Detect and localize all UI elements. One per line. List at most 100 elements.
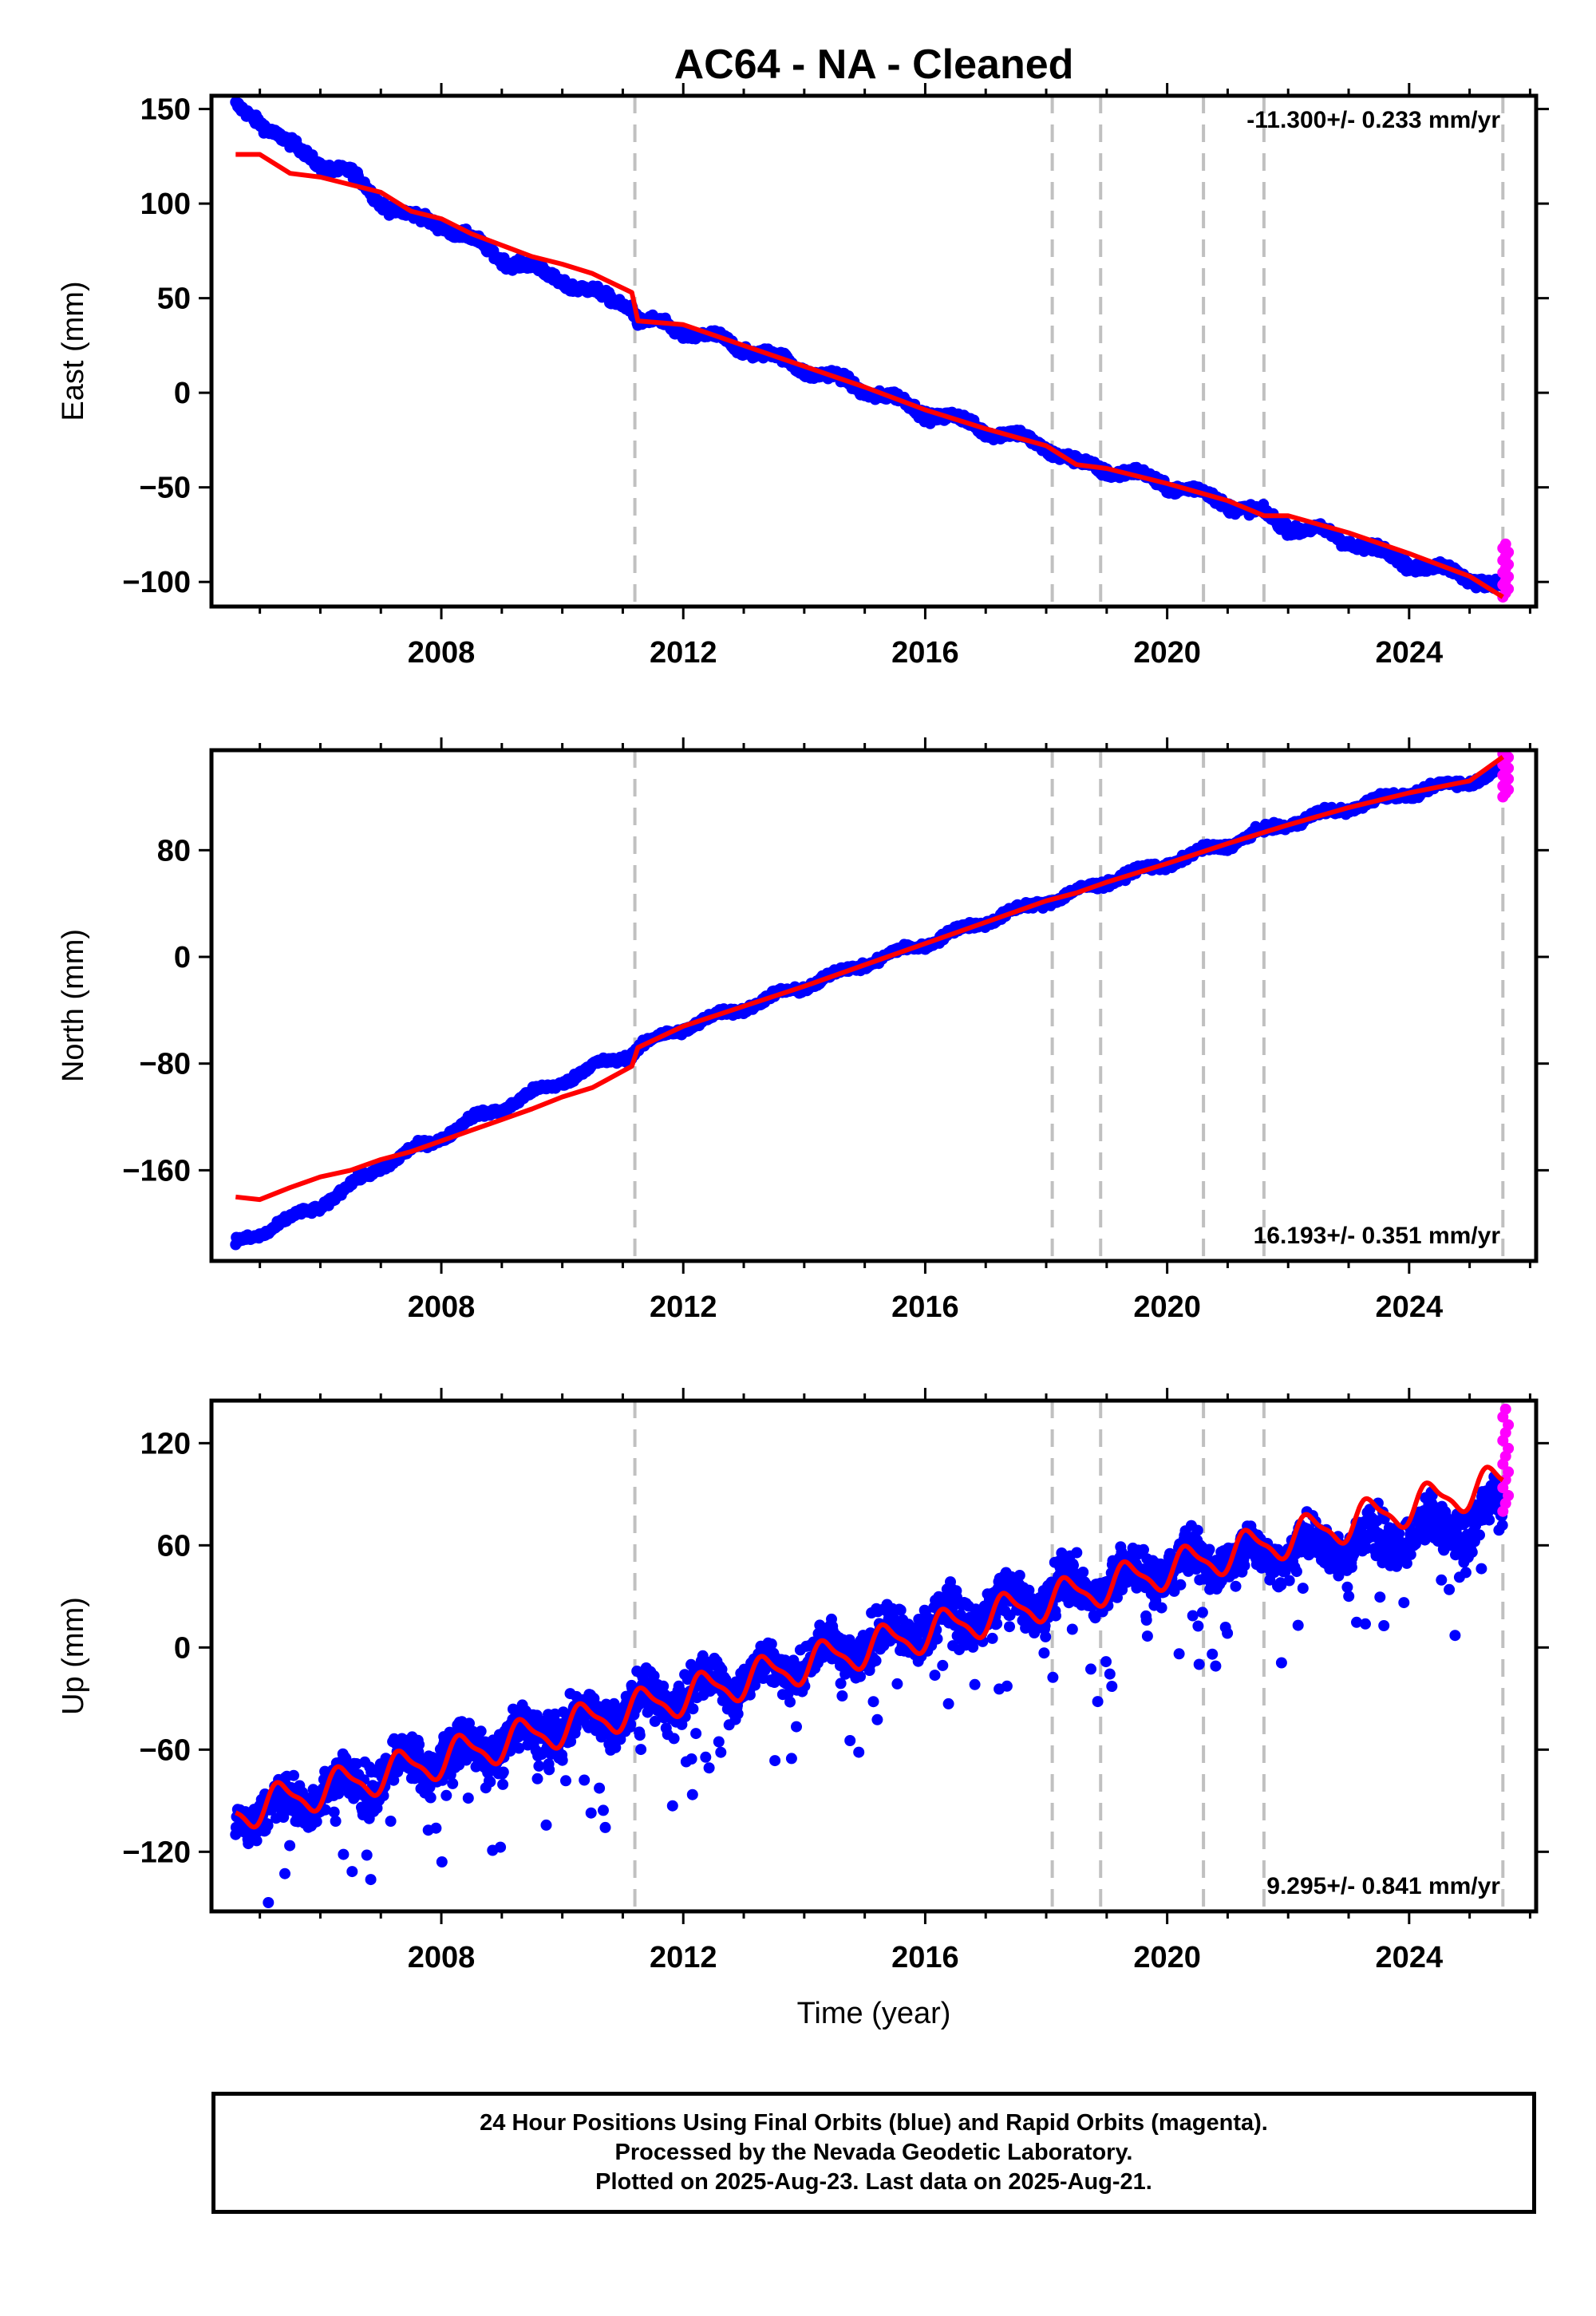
east-ytick-label: 100	[140, 188, 191, 221]
up-final-point	[635, 1744, 647, 1756]
up-final-point	[288, 1769, 299, 1781]
up-final-point	[346, 1866, 358, 1878]
up-final-point	[310, 1816, 322, 1828]
up-final-point	[425, 1792, 437, 1804]
up-final-point	[340, 1753, 352, 1765]
up-final-point	[585, 1807, 597, 1819]
up-final-point	[784, 1696, 796, 1708]
up-final-point	[430, 1822, 442, 1834]
up-final-point	[599, 1821, 611, 1833]
north-model-curve	[235, 754, 1505, 1203]
up-final-point	[513, 1742, 525, 1754]
north-ytick-label: 0	[174, 941, 191, 974]
up-final-point	[462, 1792, 474, 1804]
up-final-point	[439, 1740, 451, 1752]
up-final-point	[634, 1729, 646, 1741]
up-final-point	[495, 1841, 507, 1853]
up-final-point	[598, 1804, 609, 1816]
east-model-curve	[235, 152, 1504, 599]
up-final-point	[687, 1703, 699, 1715]
up-final-point	[333, 1788, 345, 1800]
up-final-point	[385, 1816, 397, 1827]
up-final-point	[713, 1736, 725, 1748]
north-ytick-label: −160	[122, 1154, 191, 1188]
up-final-point	[447, 1777, 459, 1789]
north-rate-label: 16.193+/- 0.351 mm/yr	[1254, 1223, 1501, 1249]
up-final-point	[625, 1718, 637, 1730]
north-final-points	[230, 758, 1509, 1251]
up-final-point	[543, 1764, 555, 1776]
east-xtick-label: 2016	[891, 636, 959, 670]
up-final-point	[531, 1773, 543, 1784]
north-rapid-points	[1497, 750, 1515, 803]
up-final-point	[284, 1840, 296, 1852]
east-frame	[209, 93, 1539, 609]
up-final-point	[350, 1758, 362, 1769]
up-final-point	[263, 1897, 275, 1908]
up-final-point	[594, 1782, 606, 1794]
up-final-point	[338, 1848, 350, 1860]
east-xtick-label: 2012	[650, 636, 717, 670]
up-final-point	[610, 1741, 622, 1753]
east-ytick-label: 150	[140, 93, 191, 127]
up-final-point	[251, 1835, 263, 1847]
up-final-point	[560, 1775, 571, 1787]
east-xtick-label: 2024	[1376, 636, 1444, 670]
east-xtick-label: 2020	[1133, 636, 1201, 670]
east-rapid-points	[1497, 538, 1515, 603]
east-ytick-label: 50	[157, 283, 191, 316]
up-final-point	[765, 1638, 777, 1650]
up-final-point	[556, 1754, 568, 1766]
up-final-point	[278, 1812, 290, 1823]
up-final-point	[241, 1922, 252, 1933]
east-xtick-label: 2008	[408, 636, 476, 670]
up-plot-area	[230, 1401, 1515, 1933]
up-final-point	[319, 1804, 331, 1816]
up-final-point	[279, 1867, 290, 1879]
up-final-point	[579, 1774, 591, 1786]
up-final-point	[690, 1728, 702, 1740]
up-final-point	[666, 1800, 678, 1812]
north-frame	[209, 748, 1539, 1263]
up-final-point	[769, 1755, 781, 1767]
up-final-point	[685, 1753, 697, 1765]
up-final-point	[649, 1715, 661, 1727]
up-final-point	[484, 1776, 496, 1788]
east-plot-area	[230, 96, 1515, 607]
up-final-point	[497, 1778, 509, 1790]
north-ytick-label: −80	[140, 1048, 191, 1081]
figure-title: AC64 - NA - Cleaned	[674, 41, 1074, 88]
up-final-point	[658, 1680, 670, 1692]
east-ytick-label: −100	[122, 566, 191, 599]
up-final-point	[732, 1708, 744, 1720]
up-final-point	[686, 1788, 698, 1800]
up-final-point	[540, 1819, 552, 1831]
up-final-point	[388, 1774, 400, 1786]
north-xtick-label: 2012	[650, 1290, 717, 1324]
up-final-points	[230, 1471, 1509, 1933]
up-final-point	[648, 1670, 660, 1682]
up-final-point	[497, 1766, 509, 1778]
up-final-point	[328, 1806, 340, 1818]
up-final-point	[791, 1721, 802, 1733]
up-final-point	[785, 1753, 797, 1765]
east-final-points	[230, 96, 1509, 595]
up-final-point	[365, 1874, 377, 1886]
up-final-point	[330, 1816, 342, 1827]
up-final-point	[749, 1679, 760, 1691]
up-final-point	[700, 1751, 712, 1763]
east-y-axis-title: East (mm)	[57, 281, 90, 421]
up-final-point	[262, 1820, 274, 1832]
up-final-point	[413, 1739, 425, 1750]
north-xtick-label: 2024	[1376, 1290, 1444, 1324]
up-final-point	[475, 1725, 487, 1737]
up-final-point	[361, 1849, 373, 1861]
north-plot-area	[230, 750, 1515, 1261]
north-xtick-label: 2020	[1133, 1290, 1201, 1324]
up-final-point	[715, 1746, 727, 1758]
up-final-point	[533, 1760, 545, 1772]
